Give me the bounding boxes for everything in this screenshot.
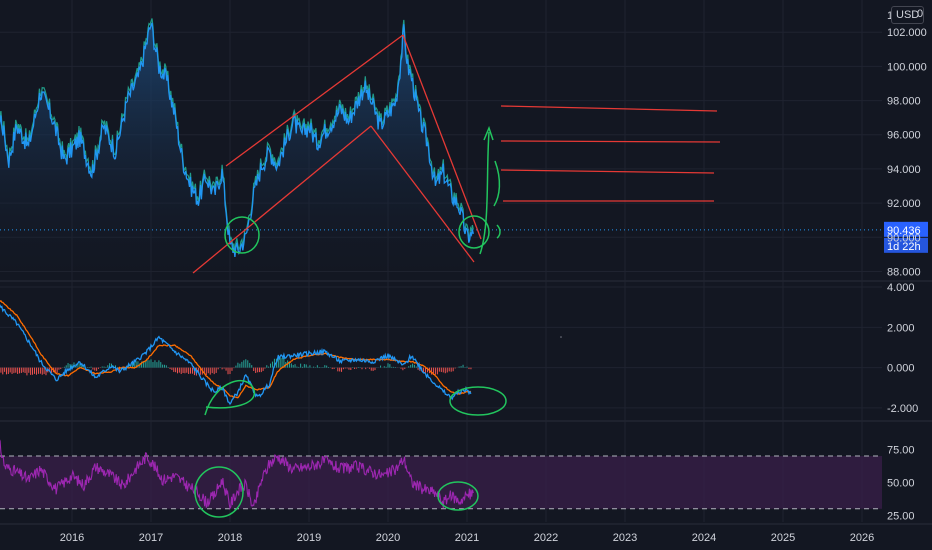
currency-button[interactable]: USD [891,6,925,24]
macd-y-tick-label: 4.000 [887,282,915,294]
x-tick-label: 2021 [455,532,479,544]
rsi-y-tick-label: 75.00 [887,444,915,456]
last-price-badge [884,221,928,237]
price-panel: 90.436 1d 22h [0,18,928,280]
axis-labels: 2016 2017 2018 2019 2020 2021 2022 2023 2024 2025… [60,10,927,544]
stray-dot [560,336,562,338]
price-line [0,22,474,257]
price-axis-top-label: 1 [887,10,893,22]
target-level-line [500,140,721,143]
scale-label: 0 [917,8,924,20]
projection-arrow-line [479,131,490,255]
rsi-line [0,439,474,510]
price-y-tick-label: 90.000 [887,232,921,244]
rsi-y-tick-label: 50.00 [887,477,915,489]
price-y-tick-label: 102.000 [887,27,927,39]
bottom-circle-2021 [458,215,490,249]
macd-line [0,303,472,406]
projection-arrow-head [483,125,494,141]
bottom-circle-2018 [224,216,260,254]
price-y-tick-label: 100.000 [887,61,927,73]
price-area-fill [0,22,474,280]
macd-circle-2021 [449,386,507,416]
price-y-tick-label: 94.000 [887,164,921,176]
lower-trendline [192,125,372,274]
price-y-tick-label: 88.000 [887,266,921,278]
rsi-y-tick-label: 25.00 [887,510,915,522]
upper-trendline [225,34,404,167]
x-tick-label: 2017 [139,532,163,544]
falling-trendline-upper [402,34,482,240]
rsi-panel [0,439,882,510]
x-tick-label: 2024 [692,532,716,544]
price-y-tick-label: 98.000 [887,96,921,108]
projection-mark [496,224,501,239]
macd-y-tick-label: 0.000 [887,363,915,375]
last-price-value: 90.436 [887,225,921,237]
macd-panel [0,299,562,406]
x-tick-label: 2023 [613,532,637,544]
x-tick-label: 2020 [376,532,400,544]
falling-trendline [370,125,475,263]
countdown-badge [884,237,928,253]
target-level-line [500,169,715,174]
x-tick-label: 2016 [60,532,84,544]
target-level-line [500,105,718,112]
projection-wave [493,160,501,207]
x-tick-label: 2019 [297,532,321,544]
rsi-circle-2018 [194,466,244,518]
macd-circle-2018 [204,380,255,416]
macd-y-tick-label: 2.000 [887,322,915,334]
signal-line [0,299,472,399]
macd-y-tick-label: -2.000 [887,403,918,415]
price-y-tick-label: 96.000 [887,130,921,142]
bar-countdown: 1d 22h [887,241,921,253]
rsi-circle-2021 [437,481,479,511]
x-tick-label: 2025 [771,532,795,544]
x-tick-label: 2018 [218,532,242,544]
x-tick-label: 2026 [850,532,874,544]
x-tick-label: 2022 [534,532,558,544]
drawing-annotations [192,34,721,518]
price-y-tick-label: 92.000 [887,198,921,210]
